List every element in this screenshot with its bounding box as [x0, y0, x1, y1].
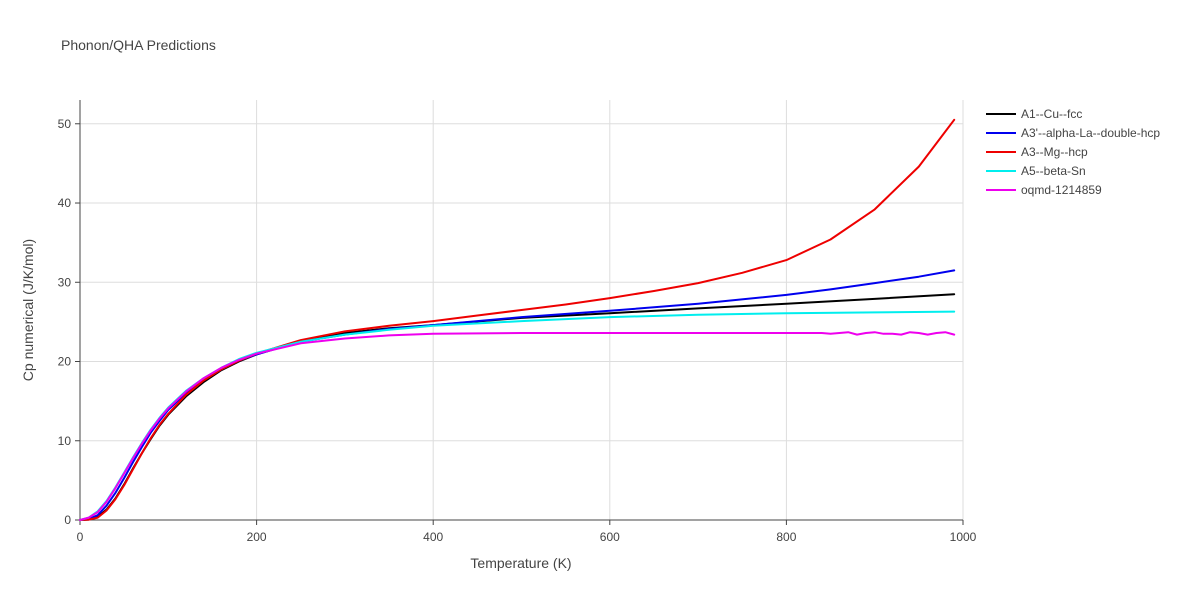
series-line-0: [79, 293, 956, 521]
x-tick-label: 600: [600, 530, 620, 544]
x-tick-label: 200: [247, 530, 267, 544]
x-tick-label: 400: [423, 530, 443, 544]
legend-item-1[interactable]: A3'--alpha-La--double-hcp: [986, 126, 1160, 140]
y-tick-label: 30: [58, 275, 72, 289]
axes: 0 200 400 600 800 1000 0 10 20 30 40 50: [58, 100, 977, 544]
y-tick-label: 20: [58, 355, 72, 369]
legend-item-3[interactable]: A5--beta-Sn: [986, 164, 1086, 178]
legend-label: oqmd-1214859: [1021, 183, 1102, 197]
x-tick-label: 1000: [950, 530, 977, 544]
series-line-3: [79, 310, 956, 521]
legend-item-4[interactable]: oqmd-1214859: [986, 183, 1102, 197]
series-line-1: [79, 269, 956, 521]
y-tick-label: 50: [58, 117, 72, 131]
y-tick-label: 10: [58, 434, 72, 448]
x-tick-label: 800: [776, 530, 796, 544]
legend-label: A5--beta-Sn: [1021, 164, 1086, 178]
series-lines: [79, 118, 956, 521]
y-axis-label: Cp numerical (J/K/mol): [20, 239, 36, 381]
legend: A1--Cu--fcc A3'--alpha-La--double-hcp A3--…: [986, 107, 1160, 197]
legend-item-0[interactable]: A1--Cu--fcc: [986, 107, 1082, 121]
legend-item-2[interactable]: A3--Mg--hcp: [986, 145, 1088, 159]
series-line-2: [79, 118, 956, 521]
legend-label: A3--Mg--hcp: [1021, 145, 1088, 159]
y-tick-label: 0: [64, 513, 71, 527]
legend-label: A1--Cu--fcc: [1021, 107, 1082, 121]
y-tick-label: 40: [58, 196, 72, 210]
gridlines: [80, 100, 964, 520]
x-axis-label: Temperature (K): [470, 555, 571, 571]
chart-title: Phonon/QHA Predictions: [61, 37, 216, 53]
legend-label: A3'--alpha-La--double-hcp: [1021, 126, 1160, 140]
x-tick-label: 0: [77, 530, 84, 544]
series-line-4: [79, 331, 956, 521]
